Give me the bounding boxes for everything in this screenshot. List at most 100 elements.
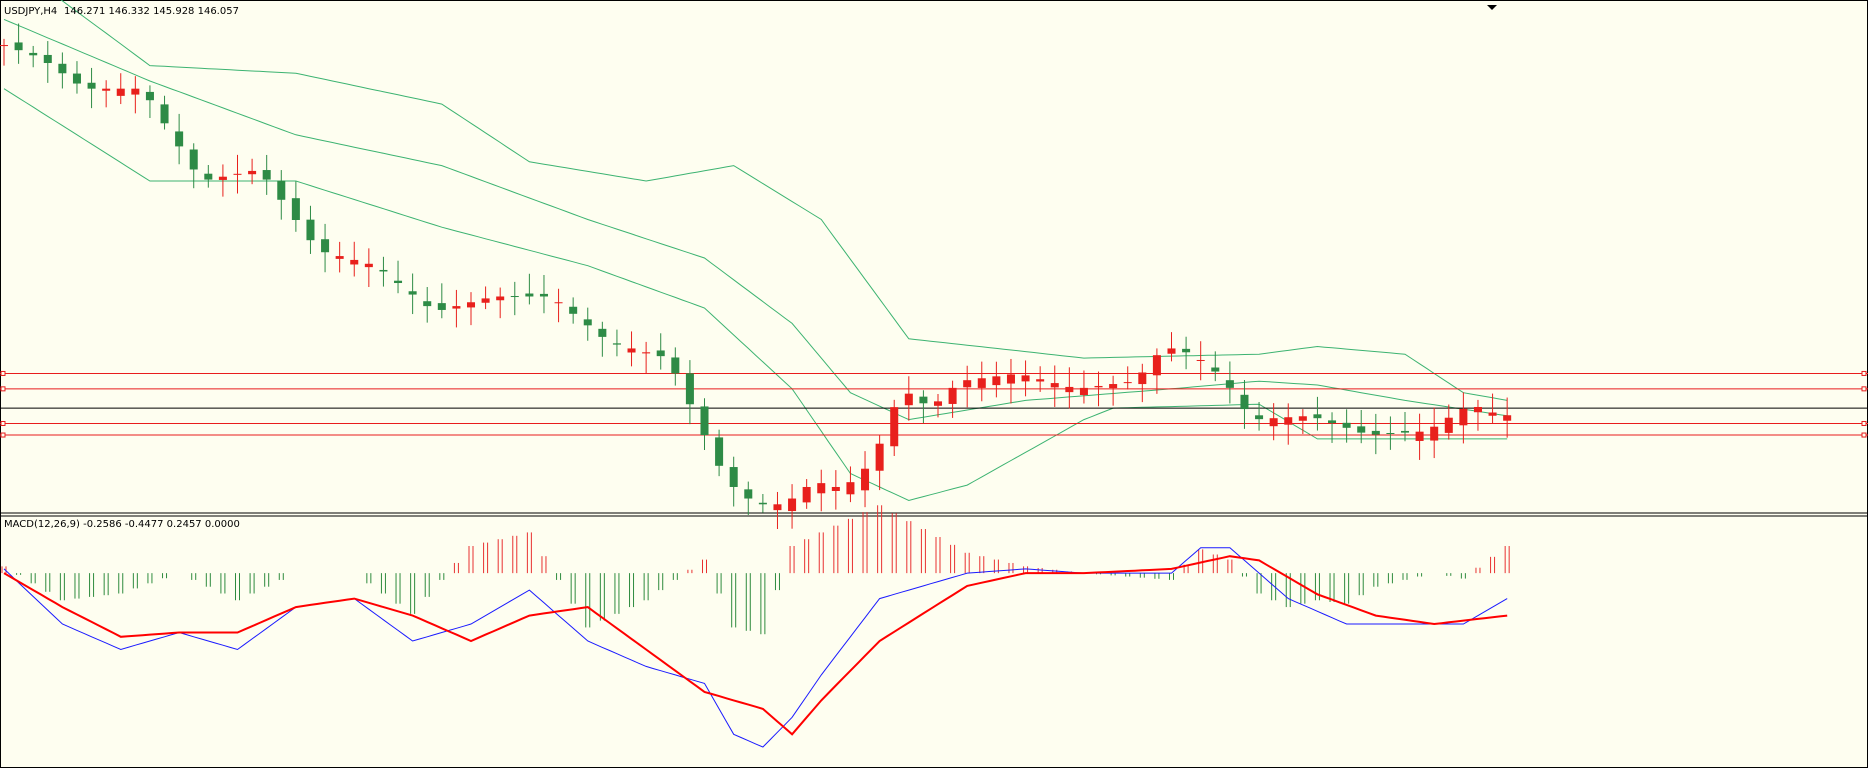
candle-body bbox=[1079, 387, 1088, 395]
candle-body bbox=[437, 303, 446, 310]
bollinger-upper-band bbox=[60, 0, 1508, 401]
candle-body bbox=[1255, 415, 1264, 420]
candle-body bbox=[43, 54, 52, 64]
level-handle-right bbox=[1861, 386, 1867, 392]
candle-body bbox=[554, 302, 563, 304]
candle-body bbox=[612, 343, 621, 345]
candle-body bbox=[539, 293, 548, 297]
candle-body bbox=[408, 291, 417, 295]
candle-body bbox=[1342, 422, 1351, 428]
candle-body bbox=[29, 52, 38, 56]
candle-body bbox=[1182, 348, 1191, 353]
candle-body bbox=[758, 502, 767, 505]
candle-body bbox=[175, 131, 184, 147]
candle-body bbox=[306, 219, 315, 241]
candle-body bbox=[1357, 426, 1366, 433]
level-handle-left bbox=[0, 432, 6, 438]
candle-body bbox=[189, 149, 198, 170]
candle-body bbox=[218, 176, 227, 180]
candle-body bbox=[1269, 418, 1278, 427]
chart-shift-marker-icon[interactable] bbox=[1487, 5, 1497, 10]
candle-body bbox=[131, 88, 140, 95]
level-handle-right bbox=[1861, 420, 1867, 426]
candle-body bbox=[481, 298, 490, 303]
candle-body bbox=[1415, 431, 1424, 441]
candle-body bbox=[510, 296, 519, 298]
candle-body bbox=[1152, 355, 1161, 376]
candle-body bbox=[1400, 430, 1410, 433]
level-handle-right bbox=[1861, 370, 1867, 376]
candle-body bbox=[248, 170, 257, 175]
candle-body bbox=[992, 376, 1001, 386]
candle-body bbox=[204, 173, 213, 180]
candle-body bbox=[1138, 372, 1147, 385]
candle-body bbox=[496, 296, 505, 301]
macd-signal-line bbox=[3, 555, 1508, 736]
candle-body bbox=[160, 104, 169, 124]
candle-body bbox=[933, 401, 943, 406]
candle-body bbox=[802, 486, 811, 503]
candle-body bbox=[744, 489, 753, 499]
candle-body bbox=[1313, 414, 1322, 419]
horizontal-levels[interactable] bbox=[0, 370, 1868, 438]
candle-body bbox=[1459, 408, 1468, 426]
candle-body bbox=[102, 88, 111, 91]
candle-body bbox=[977, 378, 986, 388]
candle-body bbox=[1109, 384, 1118, 389]
candle-body bbox=[116, 88, 125, 96]
candle-body bbox=[846, 482, 855, 495]
candle-body bbox=[904, 393, 913, 406]
candle-body bbox=[919, 396, 928, 404]
candle-body bbox=[1021, 375, 1030, 382]
candle-body bbox=[1371, 430, 1380, 435]
candle-body bbox=[890, 407, 899, 447]
bollinger-lower-band bbox=[3, 88, 1508, 502]
macd-main-line bbox=[3, 547, 1508, 748]
candle-body bbox=[1240, 394, 1249, 410]
candle-body bbox=[87, 82, 96, 89]
candle-body bbox=[1503, 415, 1512, 421]
candle-body bbox=[1298, 416, 1307, 421]
candle-body bbox=[1050, 383, 1059, 388]
bollinger-bands bbox=[3, 0, 1508, 502]
candle-body bbox=[1006, 374, 1015, 384]
candle-body bbox=[788, 498, 797, 512]
candle-body bbox=[262, 170, 271, 180]
candle-body bbox=[423, 301, 432, 307]
candle-body bbox=[1094, 385, 1103, 388]
candle-body bbox=[656, 350, 665, 357]
candle-body bbox=[875, 443, 884, 471]
candle-body bbox=[963, 380, 972, 388]
candle-body bbox=[700, 406, 709, 436]
candle-body bbox=[1430, 426, 1439, 441]
candle-body bbox=[350, 259, 359, 265]
level-handle-right bbox=[1861, 432, 1867, 438]
candle-body bbox=[394, 280, 403, 284]
candle-body bbox=[1473, 406, 1482, 413]
candle-body bbox=[1123, 382, 1132, 384]
candle-body bbox=[321, 239, 330, 253]
candle-body bbox=[1328, 420, 1337, 424]
candle-body bbox=[1225, 380, 1234, 388]
candle-body bbox=[379, 269, 388, 272]
candle-body bbox=[1444, 417, 1453, 433]
candle-body bbox=[773, 504, 782, 511]
candle-body bbox=[1386, 433, 1395, 435]
candle-body bbox=[642, 352, 651, 354]
candle-body bbox=[729, 467, 738, 487]
macd-indicator bbox=[1, 505, 1510, 748]
candle-body bbox=[583, 319, 592, 326]
candle-body bbox=[1167, 348, 1176, 354]
symbol-timeframe-label: USDJPY,H4 bbox=[4, 6, 57, 17]
candle-body bbox=[627, 348, 636, 353]
candle-body bbox=[831, 486, 840, 491]
candle-body bbox=[1196, 359, 1205, 361]
candle-body bbox=[1488, 412, 1497, 416]
candle-body bbox=[1211, 367, 1220, 372]
candle-body bbox=[1284, 417, 1293, 425]
candle-body bbox=[58, 63, 67, 74]
candle-body bbox=[685, 373, 694, 405]
